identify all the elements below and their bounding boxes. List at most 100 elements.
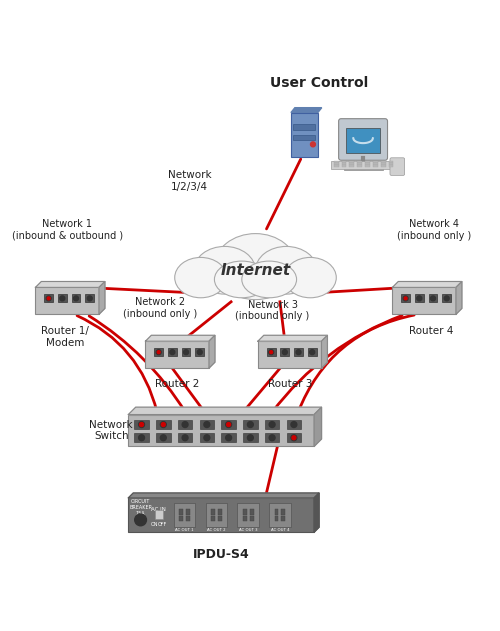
FancyBboxPatch shape — [36, 287, 99, 314]
FancyBboxPatch shape — [334, 161, 338, 163]
Circle shape — [160, 435, 166, 440]
FancyBboxPatch shape — [250, 516, 254, 521]
FancyBboxPatch shape — [373, 161, 378, 163]
Circle shape — [204, 422, 210, 427]
Circle shape — [282, 350, 288, 355]
Text: OFF: OFF — [158, 522, 167, 527]
FancyBboxPatch shape — [200, 420, 214, 429]
FancyBboxPatch shape — [128, 498, 314, 532]
FancyBboxPatch shape — [134, 420, 149, 429]
FancyBboxPatch shape — [388, 163, 394, 165]
Circle shape — [170, 350, 175, 355]
FancyBboxPatch shape — [280, 348, 289, 356]
FancyBboxPatch shape — [415, 295, 424, 302]
FancyBboxPatch shape — [218, 516, 222, 521]
FancyBboxPatch shape — [265, 420, 280, 429]
Circle shape — [88, 296, 92, 301]
FancyBboxPatch shape — [291, 112, 318, 156]
FancyBboxPatch shape — [274, 516, 278, 521]
Circle shape — [60, 296, 65, 301]
Text: Network
1/2/3/4: Network 1/2/3/4 — [168, 170, 212, 192]
FancyBboxPatch shape — [380, 165, 386, 167]
Circle shape — [248, 435, 254, 440]
FancyBboxPatch shape — [286, 420, 301, 429]
FancyBboxPatch shape — [222, 420, 236, 429]
FancyBboxPatch shape — [350, 165, 354, 167]
Polygon shape — [314, 407, 322, 446]
FancyBboxPatch shape — [338, 119, 388, 160]
FancyBboxPatch shape — [238, 503, 259, 528]
Circle shape — [157, 351, 160, 353]
Ellipse shape — [214, 261, 269, 298]
Polygon shape — [128, 493, 319, 498]
Text: AC OUT 4: AC OUT 4 — [270, 528, 289, 532]
FancyBboxPatch shape — [388, 161, 394, 163]
Polygon shape — [456, 281, 462, 314]
Circle shape — [226, 422, 232, 427]
FancyBboxPatch shape — [392, 287, 456, 314]
FancyBboxPatch shape — [179, 516, 183, 521]
Ellipse shape — [174, 257, 227, 298]
FancyBboxPatch shape — [373, 165, 378, 167]
FancyBboxPatch shape — [274, 509, 278, 514]
Ellipse shape — [214, 233, 296, 300]
FancyBboxPatch shape — [44, 295, 53, 302]
FancyBboxPatch shape — [346, 129, 380, 153]
Polygon shape — [322, 335, 328, 368]
FancyBboxPatch shape — [243, 433, 258, 442]
Text: Network 1
(inbound & outbound ): Network 1 (inbound & outbound ) — [12, 219, 123, 240]
Text: IPDU-S4: IPDU-S4 — [193, 548, 250, 561]
FancyBboxPatch shape — [266, 348, 276, 356]
FancyBboxPatch shape — [294, 348, 303, 356]
Text: Network 2
(inbound only ): Network 2 (inbound only ) — [123, 297, 198, 319]
Circle shape — [310, 142, 316, 147]
Circle shape — [269, 422, 275, 427]
Circle shape — [404, 297, 407, 300]
FancyBboxPatch shape — [342, 165, 346, 167]
Circle shape — [403, 296, 408, 301]
FancyBboxPatch shape — [196, 348, 204, 356]
FancyBboxPatch shape — [373, 163, 378, 165]
Circle shape — [184, 350, 188, 355]
Polygon shape — [36, 281, 105, 287]
Polygon shape — [209, 335, 215, 368]
Ellipse shape — [284, 257, 337, 298]
FancyBboxPatch shape — [178, 433, 192, 442]
Text: Network 3
(inbound only ): Network 3 (inbound only ) — [236, 300, 310, 321]
FancyBboxPatch shape — [218, 509, 222, 514]
Text: Internet: Internet — [220, 262, 290, 278]
FancyBboxPatch shape — [342, 161, 346, 163]
FancyBboxPatch shape — [182, 348, 190, 356]
FancyBboxPatch shape — [146, 341, 209, 368]
FancyBboxPatch shape — [282, 516, 286, 521]
FancyBboxPatch shape — [365, 161, 370, 163]
Text: Router 3: Router 3 — [268, 379, 312, 389]
Polygon shape — [291, 108, 322, 112]
Text: ON: ON — [150, 522, 158, 527]
Polygon shape — [314, 493, 319, 532]
Circle shape — [270, 351, 272, 353]
FancyBboxPatch shape — [357, 165, 362, 167]
Polygon shape — [146, 335, 215, 341]
FancyBboxPatch shape — [156, 420, 170, 429]
FancyBboxPatch shape — [258, 341, 322, 368]
Text: User Control: User Control — [270, 76, 368, 90]
Circle shape — [248, 422, 254, 427]
Circle shape — [292, 436, 296, 440]
FancyBboxPatch shape — [58, 295, 66, 302]
FancyBboxPatch shape — [243, 509, 246, 514]
Circle shape — [291, 422, 297, 427]
FancyBboxPatch shape — [294, 124, 316, 130]
Polygon shape — [128, 407, 322, 415]
FancyBboxPatch shape — [72, 295, 80, 302]
FancyBboxPatch shape — [357, 161, 362, 163]
Circle shape — [46, 296, 51, 301]
Circle shape — [310, 350, 314, 355]
FancyBboxPatch shape — [156, 510, 162, 519]
FancyBboxPatch shape — [344, 166, 382, 170]
Circle shape — [182, 435, 188, 440]
FancyBboxPatch shape — [401, 295, 410, 302]
Text: AC OUT 1: AC OUT 1 — [176, 528, 194, 532]
FancyBboxPatch shape — [156, 433, 170, 442]
FancyBboxPatch shape — [154, 348, 163, 356]
